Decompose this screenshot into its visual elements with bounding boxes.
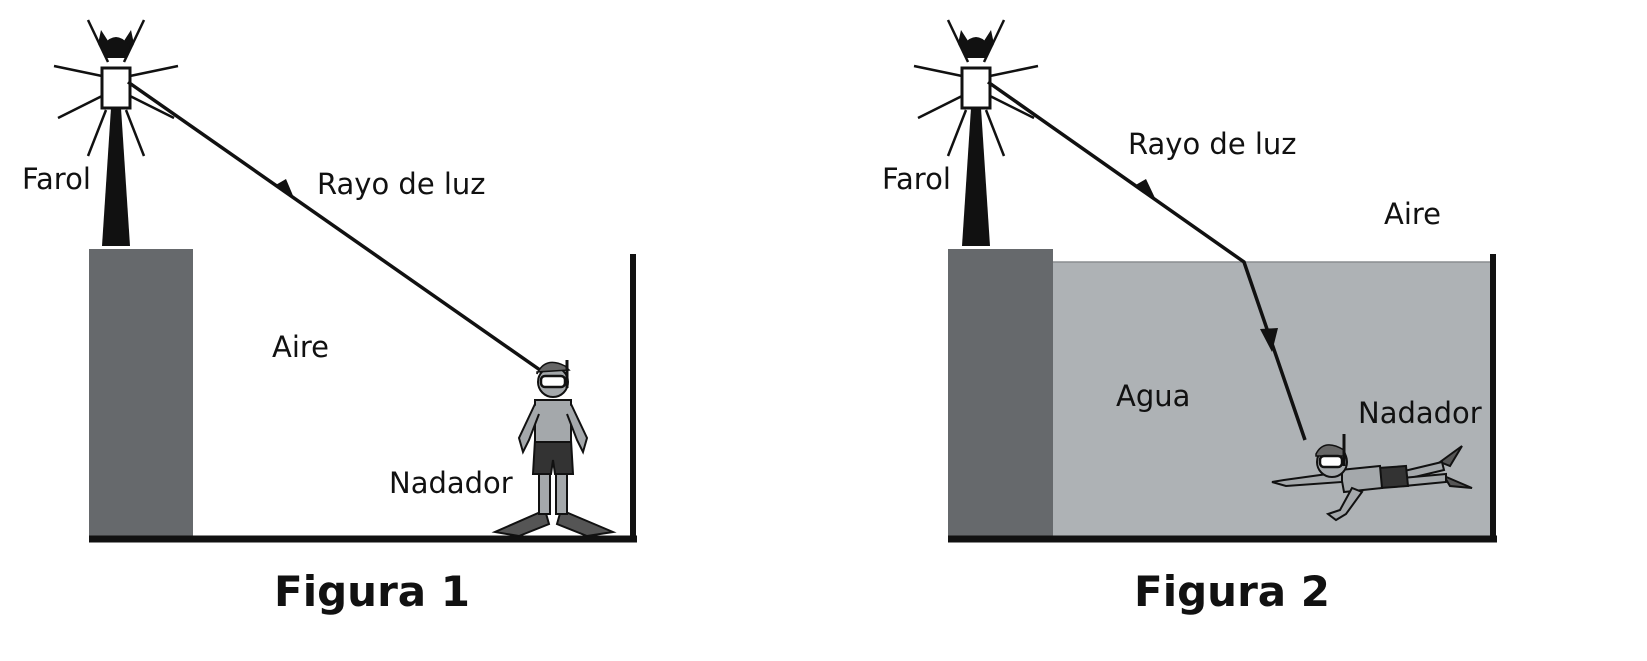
figure-1-wall [89, 249, 193, 537]
figure-2-light-ray [986, 80, 1307, 441]
figure-1-caption: Figura 1 [274, 567, 470, 616]
figure-2-air-label: Aire [1384, 197, 1441, 231]
figure-1: Farol Rayo de luz Aire Nadador Figura 1 [22, 18, 637, 616]
figure-2-ray-arrow-water [1260, 328, 1278, 352]
figure-2-ray-arrow-air [1134, 179, 1155, 198]
figure-2-lamp-label: Farol [882, 162, 951, 196]
lighthouse-lamp-icon [912, 18, 1040, 248]
figure-2-caption: Figura 2 [1134, 567, 1330, 616]
figure-2-wall [948, 249, 1053, 537]
figure-1-swimmer-label: Nadador [389, 466, 513, 500]
figure-2: Farol Rayo de luz Aire Agua Nadador Figu… [882, 18, 1497, 616]
figure-2-ray-label: Rayo de luz [1128, 127, 1297, 161]
figure-2-swimmer-label: Nadador [1358, 396, 1482, 430]
figure-1-medium-label: Aire [272, 330, 329, 364]
lighthouse-lamp-icon [52, 18, 180, 248]
figure-1-ray-label: Rayo de luz [317, 167, 486, 201]
swimmer-standing-icon [493, 358, 615, 538]
figure-2-medium-label: Agua [1116, 379, 1190, 413]
figure-1-lamp-label: Farol [22, 162, 91, 196]
figure-2-water [1053, 262, 1493, 537]
figure-1-ray-arrow [274, 179, 294, 198]
figure-1-light-ray [126, 80, 542, 372]
